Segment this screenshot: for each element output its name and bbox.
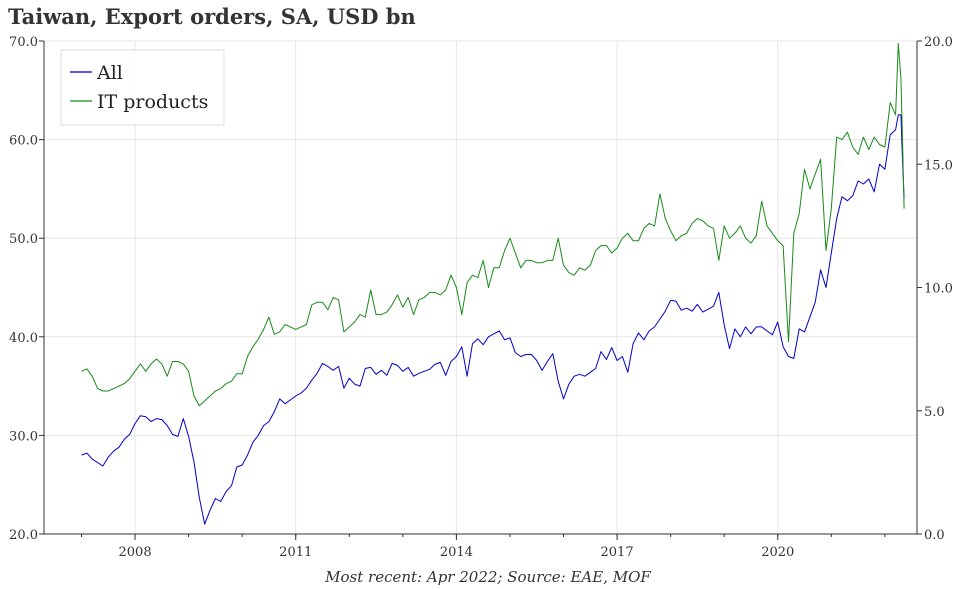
chart-title: Taiwan, Export orders, SA, USD bn — [8, 4, 416, 29]
y-left-tick-label: 40.0 — [9, 331, 38, 346]
x-tick-label: 2008 — [119, 545, 152, 560]
x-tick-label: 2020 — [761, 545, 794, 560]
grid — [44, 40, 917, 535]
axes: 20.0 30.0 40.0 50.0 60.0 70.0 0.0 5.0 10.0 15.0 20… — [9, 35, 953, 560]
y-left-tick-label: 70.0 — [9, 35, 38, 50]
legend-all-label: All — [96, 62, 123, 84]
legend-it-label: IT products — [97, 91, 208, 113]
y-right-tick-label: 20.0 — [924, 35, 953, 50]
y-right-tick-label: 10.0 — [924, 282, 953, 297]
source-note: Most recent: Apr 2022; Source: EAE, MOF — [324, 568, 651, 586]
series-line-all — [81, 114, 905, 525]
series-line-it-products — [81, 43, 905, 407]
y-left-tick-label: 60.0 — [9, 134, 38, 149]
legend: All IT products — [60, 49, 225, 126]
y-right-tick-label: 5.0 — [924, 405, 945, 420]
legend-box — [60, 49, 225, 126]
y-left-tick-label: 20.0 — [9, 528, 38, 543]
y-left-tick-label: 50.0 — [9, 232, 38, 247]
x-tick-label: 2017 — [601, 545, 634, 560]
x-tick-label: 2011 — [279, 545, 312, 560]
y-right-tick-label: 0.0 — [924, 528, 945, 543]
y-left-tick-label: 30.0 — [9, 429, 38, 444]
y-right-tick-label: 15.0 — [924, 158, 953, 173]
x-tick-label: 2014 — [440, 545, 473, 560]
series-layer — [81, 43, 905, 525]
